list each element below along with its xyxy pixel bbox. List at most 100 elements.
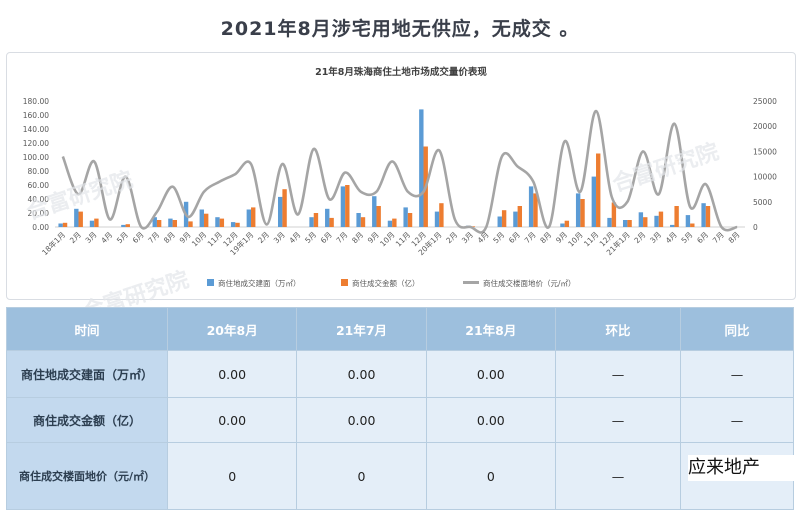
bar-area: [152, 217, 157, 227]
bar-amount: [533, 193, 538, 227]
bar-area: [309, 217, 314, 227]
bar-area: [325, 208, 330, 227]
x-tick-label: 7月: [523, 230, 538, 245]
bar-area: [654, 215, 659, 227]
combo-chart: 21年8月珠海商住土地市场成交量价表现 0.00 20.00 40.00 60.00 80…: [23, 66, 777, 288]
bar-area: [215, 217, 220, 227]
bar-area: [560, 223, 565, 227]
table-cell: —: [555, 350, 681, 398]
x-tick-label: 5月: [491, 230, 506, 245]
bar-amount: [78, 211, 83, 227]
bar-amount: [62, 222, 68, 227]
table-cell: —: [680, 350, 794, 398]
y-right-tick-label: 10000: [753, 173, 777, 182]
bar-amount: [282, 189, 287, 227]
x-tick-label: 7月: [146, 230, 161, 245]
y-left-tick-label: 20.00: [28, 209, 50, 218]
bar-area: [497, 216, 502, 227]
bar-area: [591, 176, 597, 227]
x-tick-label: 2月: [444, 230, 459, 245]
bar-amount: [705, 206, 711, 227]
x-tick-label: 3月: [84, 230, 99, 245]
table-cell: 0: [425, 442, 557, 510]
bar-area: [575, 193, 581, 227]
table-header: 21年7月: [296, 307, 427, 351]
bar-area: [419, 109, 424, 227]
legend-label: 商住成交楼面地价（元/㎡）: [483, 278, 576, 288]
bar-area: [670, 224, 675, 227]
bar-amount: [580, 199, 585, 227]
row-label: 商住成交楼面地价（元/㎡）: [6, 442, 168, 510]
page-headline: 2021年8月涉宅用地无供应，无成交 。: [220, 18, 580, 40]
y-left-tick-label: 120.00: [23, 139, 49, 148]
bar-area: [403, 207, 408, 227]
x-tick-label: 10月: [190, 230, 208, 248]
bar-amount: [517, 206, 523, 227]
x-tick-label: 11月: [582, 230, 600, 248]
x-tick-label: 11月: [206, 230, 224, 248]
table-row: 商住成交金额（亿） 0.00 0.00 0.00 — —: [6, 397, 794, 443]
x-tick-label: 18年1月: [39, 229, 67, 257]
bar-amount: [188, 221, 193, 227]
bar-amount: [203, 213, 209, 227]
bar-area: [638, 212, 644, 227]
x-tick-label: 4月: [664, 230, 679, 245]
table-cell: —: [555, 397, 681, 443]
x-tick-label: 8月: [350, 230, 365, 245]
table-header-row: 时间 20年8月 21年7月 21年8月 环比 同比: [6, 307, 794, 351]
bar-amount: [690, 223, 695, 227]
bar-amount: [564, 220, 570, 227]
summary-table: 时间 20年8月 21年7月 21年8月 环比 同比 商住地成交建面（万㎡） 0…: [6, 307, 794, 510]
bar-amount: [219, 218, 225, 227]
table-cell: —: [680, 397, 794, 443]
bar-amount: [251, 207, 256, 227]
y-left-tick-label: 140.00: [23, 125, 49, 134]
y-right-tick-label: 20000: [753, 122, 777, 131]
y-left-tick-label: 40.00: [28, 195, 50, 204]
chart-title: 21年8月珠海商住土地市场成交量价表现: [315, 66, 487, 78]
table-header: 时间: [6, 307, 168, 351]
x-tick-label: 7月: [334, 230, 349, 245]
y-left-tick-label: 80.00: [28, 167, 50, 176]
y-right-tick-label: 15000: [753, 147, 777, 156]
y-left-tick-label: 160.00: [23, 111, 49, 120]
bar-area: [513, 211, 518, 227]
table-header: 20年8月: [166, 307, 298, 351]
table-row: 商住地成交建面（万㎡） 0.00 0.00 0.00 — —: [6, 350, 794, 398]
x-tick-label: 3月: [648, 230, 663, 245]
bar-area: [168, 218, 173, 227]
bar-amount: [611, 202, 617, 227]
bar-amount: [596, 153, 601, 227]
legend-label: 商住地成交建面（万㎡）: [218, 278, 301, 288]
x-tick-label: 8月: [162, 230, 177, 245]
x-tick-label: 10月: [378, 230, 396, 248]
bar-amount: [674, 206, 679, 227]
chart-panel: 21年8月珠海商住土地市场成交量价表现 0.00 20.00 40.00 60.00 80…: [6, 52, 796, 300]
bar-amount: [345, 185, 350, 227]
bar-amount: [360, 217, 366, 227]
bar-amount: [125, 224, 130, 227]
table-cell: 0.00: [296, 397, 427, 443]
table-cell: 0.00: [296, 350, 427, 398]
bar-area: [74, 208, 79, 227]
bar-area: [340, 186, 346, 227]
y-right-tick-label: 25000: [753, 97, 777, 106]
bar-amount: [172, 220, 178, 227]
table-header: 环比: [555, 307, 681, 351]
bar-area: [622, 220, 628, 227]
table-cell: 0.00: [166, 350, 298, 398]
legend-swatch: [341, 279, 348, 286]
bar-area: [387, 220, 393, 227]
table-cell: 0.00: [425, 350, 557, 398]
bar-amount: [392, 218, 397, 227]
bar-amount: [439, 203, 444, 227]
x-tick-label: 11月: [394, 230, 412, 248]
bar-amount: [235, 222, 240, 227]
row-label: 商住成交金额（亿）: [6, 397, 168, 443]
bar-amount: [94, 218, 99, 227]
x-tick-label: 2月: [632, 230, 647, 245]
table-header: 21年8月: [425, 307, 557, 351]
x-tick-label: 5月: [303, 230, 318, 245]
x-tick-label: 3月: [272, 230, 287, 245]
x-tick-label: 6月: [319, 230, 334, 245]
